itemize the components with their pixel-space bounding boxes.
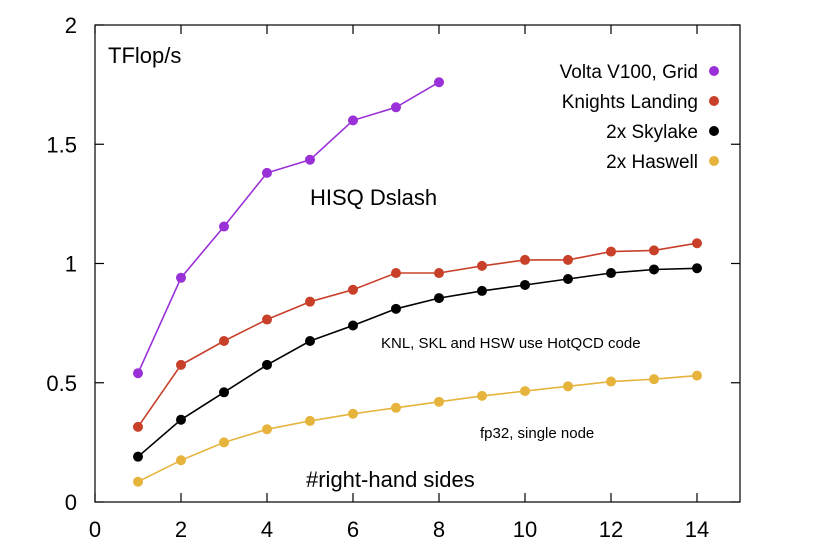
x-tick-label: 4 <box>261 517 273 542</box>
series-line <box>137 267 698 458</box>
data-point <box>176 414 186 425</box>
data-point <box>520 254 530 265</box>
legend-label: 2x Haswell <box>606 152 698 173</box>
data-point <box>219 336 229 347</box>
x-tick-label: 10 <box>513 517 537 542</box>
x-axis-label: #right-hand sides <box>306 467 475 492</box>
y-tick-label: 1.5 <box>46 132 77 157</box>
legend-item: 2x Skylake <box>606 122 719 143</box>
series-line <box>137 81 440 374</box>
data-point <box>219 221 229 232</box>
legend-marker <box>709 156 719 166</box>
y-tick-label: 0 <box>65 490 77 515</box>
legend-label: Knights Landing <box>562 92 698 113</box>
data-point <box>176 455 186 466</box>
data-point <box>477 260 487 271</box>
data-point <box>477 390 487 401</box>
x-tick-label: 0 <box>89 517 101 542</box>
data-point <box>348 115 358 126</box>
data-point <box>305 296 315 307</box>
data-point <box>176 272 186 283</box>
data-point <box>305 154 315 165</box>
series-layer <box>133 77 702 487</box>
data-point <box>348 284 358 295</box>
data-point <box>305 336 315 347</box>
data-point <box>262 167 272 178</box>
y-axis-ticks: 0 0.5 1 1.5 2 <box>46 13 740 515</box>
x-tick-label: 6 <box>347 517 359 542</box>
y-tick-label: 2 <box>65 13 77 38</box>
series-line <box>137 242 698 428</box>
data-point <box>563 274 573 285</box>
data-point <box>219 387 229 398</box>
chart-title: TFlop/s <box>108 43 181 68</box>
code-note-annotation: KNL, SKL and HSW use HotQCD code <box>381 335 641 352</box>
data-point <box>391 268 401 279</box>
data-point <box>176 359 186 370</box>
legend-marker <box>709 126 719 136</box>
series-volta-v100-grid <box>133 77 444 379</box>
x-tick-label: 8 <box>433 517 445 542</box>
data-point <box>434 396 444 407</box>
data-point <box>563 254 573 265</box>
data-point <box>262 314 272 325</box>
data-point <box>692 238 702 249</box>
legend-item: 2x Haswell <box>606 152 719 173</box>
x-tick-label: 12 <box>599 517 623 542</box>
data-point <box>606 246 616 257</box>
data-point <box>563 381 573 392</box>
legend-item: Knights Landing <box>562 92 719 113</box>
series-line <box>137 374 698 483</box>
data-point <box>692 370 702 381</box>
data-point <box>520 386 530 397</box>
data-point <box>434 293 444 304</box>
kernel-annotation: HISQ Dslash <box>310 185 437 210</box>
data-point <box>133 451 143 462</box>
data-point <box>262 359 272 370</box>
data-point <box>606 376 616 387</box>
y-tick-label: 1 <box>65 252 77 277</box>
data-point <box>649 374 659 385</box>
data-point <box>606 268 616 279</box>
x-tick-label: 2 <box>175 517 187 542</box>
series-knights-landing <box>133 238 702 432</box>
series-2x-skylake <box>133 263 702 462</box>
data-point <box>434 77 444 88</box>
data-point <box>649 245 659 256</box>
data-point <box>133 476 143 487</box>
x-tick-label: 14 <box>685 517 709 542</box>
data-point <box>133 421 143 432</box>
data-point <box>305 415 315 426</box>
x-axis-ticks: 0 2 4 6 8 10 12 14 <box>89 25 709 542</box>
data-point <box>692 263 702 274</box>
data-point <box>133 368 143 379</box>
precision-note-annotation: fp32, single node <box>480 425 594 442</box>
legend-marker <box>709 96 719 106</box>
series-2x-haswell <box>133 370 702 487</box>
data-point <box>477 285 487 296</box>
data-point <box>391 402 401 413</box>
data-point <box>391 102 401 113</box>
legend-item: Volta V100, Grid <box>560 62 719 83</box>
data-point <box>434 268 444 279</box>
data-point <box>649 264 659 275</box>
legend: Volta V100, Grid Knights Landing 2x Skylak… <box>560 62 719 173</box>
data-point <box>520 279 530 290</box>
data-point <box>348 320 358 331</box>
legend-label: Volta V100, Grid <box>560 62 698 83</box>
legend-label: 2x Skylake <box>606 122 698 143</box>
y-tick-label: 0.5 <box>46 371 77 396</box>
data-point <box>262 424 272 435</box>
data-point <box>219 437 229 448</box>
data-point <box>348 408 358 419</box>
data-point <box>391 303 401 314</box>
legend-marker <box>709 66 719 76</box>
